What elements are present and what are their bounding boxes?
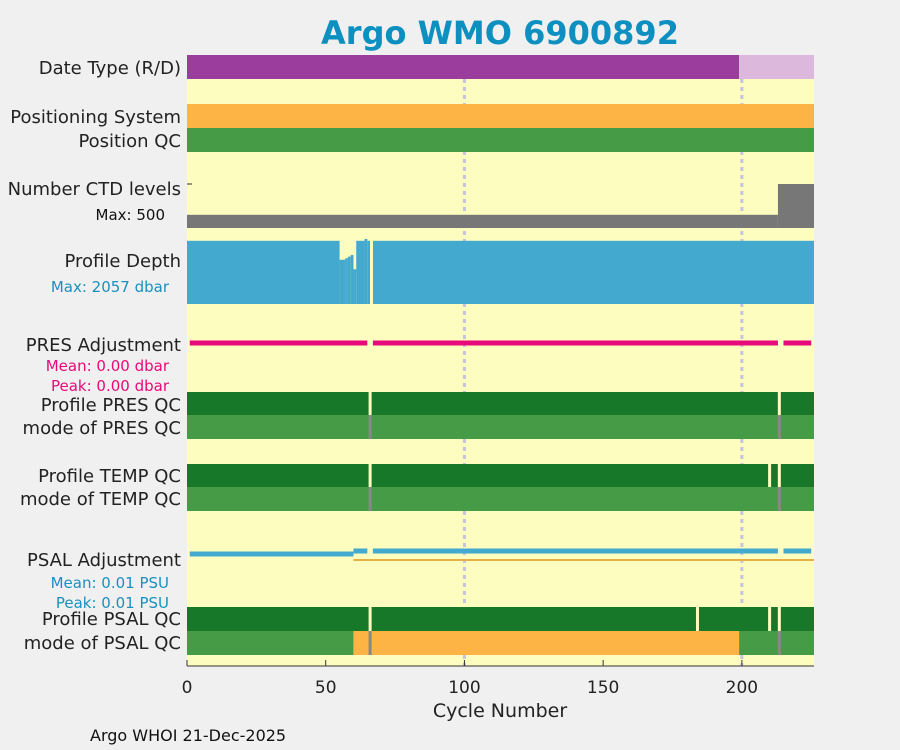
bar-profile_depth-1 [339, 259, 346, 304]
line-pres_adj-2 [783, 340, 812, 346]
x-tick-label-0: 0 [182, 678, 193, 698]
bar-ctd_levels-0 [187, 214, 778, 228]
x-tick-label-100: 100 [448, 678, 480, 698]
line-psal_adj-1 [353, 548, 368, 554]
bar-profile_depth-6 [356, 240, 365, 304]
row-label-profile_temp_qc: Profile TEMP QC [38, 466, 181, 487]
footer-credit: Argo WHOI 21-Dec-2025 [90, 726, 286, 745]
plot-background [187, 55, 814, 666]
row-label-mode_psal_qc: mode of PSAL QC [24, 633, 181, 654]
line-psal_adj-2 [372, 548, 778, 554]
line-psal_adj-3 [783, 548, 812, 554]
line-psal_adj-0 [189, 551, 354, 557]
row-label-mode_pres_qc: mode of PRES QC [23, 418, 181, 439]
line-pres_adj-0 [189, 340, 368, 346]
bar-ctd_levels-1 [777, 184, 814, 228]
segment-date_type-0 [187, 55, 740, 79]
segment-position_qc-0 [187, 128, 814, 152]
row-sublabel-pres_adj-0: Mean: 0.00 dbar [46, 357, 170, 375]
segment-mode_temp_qc-0 [187, 487, 814, 511]
row-label-profile_pres_qc: Profile PRES QC [41, 395, 181, 416]
gap-mode_temp_qc-0 [368, 487, 372, 511]
gap-mode_pres_qc-0 [368, 415, 372, 439]
row-label-date_type: Date Type (R/D) [39, 58, 181, 79]
depth-missing-cycle [370, 239, 373, 304]
segment-date_type-1 [739, 55, 814, 79]
gap-profile_psal_qc-1 [695, 607, 699, 631]
gap-profile_psal_qc-3 [777, 607, 781, 631]
x-axis: 0 50 100 150 200 [182, 660, 814, 698]
bar-profile_depth-9 [372, 240, 814, 304]
gap-profile_psal_qc-0 [368, 607, 372, 631]
gap-profile_pres_qc-1 [777, 392, 781, 415]
segment-profile_temp_qc-0 [187, 464, 814, 487]
gap-profile_temp_qc-2 [777, 464, 781, 487]
x-tick-label-50: 50 [315, 678, 337, 698]
row-label-profile_depth: Profile Depth [64, 251, 181, 272]
grid-lines [462, 55, 744, 666]
segment-mode_psal_qc-2 [739, 631, 814, 655]
segment-mode_pres_qc-0 [187, 415, 814, 439]
row-label-ctd_levels: Number CTD levels [8, 179, 181, 200]
segment-mode_psal_qc-0 [187, 631, 354, 655]
gap-profile_pres_qc-0 [368, 392, 372, 415]
row-labels: Date Type (R/D) Positioning System Positio… [8, 58, 181, 654]
row-label-position_qc: Position QC [78, 131, 181, 152]
bar-profile_depth-3 [347, 256, 351, 304]
segment-mode_psal_qc-1 [353, 631, 740, 655]
gap-mode_pres_qc-1 [777, 415, 781, 439]
x-axis-label: Cycle Number [433, 700, 567, 722]
segment-profile_psal_qc-0 [187, 607, 814, 631]
gap-profile_psal_qc-2 [768, 607, 772, 631]
gap-profile_temp_qc-1 [768, 464, 772, 487]
row-sublabel-ctd_levels: Max: 500 [96, 206, 165, 224]
bar-profile_depth-8 [367, 240, 371, 304]
row-sublabel-pres_adj-1: Peak: 0.00 dbar [51, 377, 170, 395]
data-rows [187, 55, 814, 655]
row-sublabel-psal_adj-0: Mean: 0.01 PSU [51, 574, 169, 592]
segment-positioning-0 [187, 104, 814, 128]
row-label-pres_adj: PRES Adjustment [26, 335, 181, 356]
gap-profile_temp_qc-0 [368, 464, 372, 487]
x-tick-label-150: 150 [587, 678, 619, 698]
row-label-profile_psal_qc: Profile PSAL QC [42, 609, 181, 630]
gap-mode_temp_qc-1 [777, 487, 781, 511]
row-sublabel-psal_adj-1: Peak: 0.01 PSU [56, 594, 169, 612]
bar-profile_depth-7 [364, 239, 368, 304]
gap-mode_psal_qc-1 [777, 631, 781, 655]
x-tick-label-200: 200 [726, 678, 758, 698]
line-pres_adj-1 [372, 340, 778, 346]
bar-profile_depth-2 [345, 258, 348, 304]
bar-profile_depth-0 [187, 240, 340, 304]
chart-title: Argo WMO 6900892 [321, 14, 679, 52]
row-label-psal_adj: PSAL Adjustment [27, 550, 181, 571]
gap-mode_psal_qc-0 [368, 631, 372, 655]
bar-profile_depth-5 [353, 269, 357, 304]
row-label-mode_temp_qc: mode of TEMP QC [20, 489, 181, 510]
row-label-positioning: Positioning System [10, 107, 181, 128]
segment-profile_pres_qc-0 [187, 392, 814, 415]
bar-profile_depth-4 [350, 255, 354, 304]
row-sublabel-profile_depth: Max: 2057 dbar [51, 278, 170, 296]
